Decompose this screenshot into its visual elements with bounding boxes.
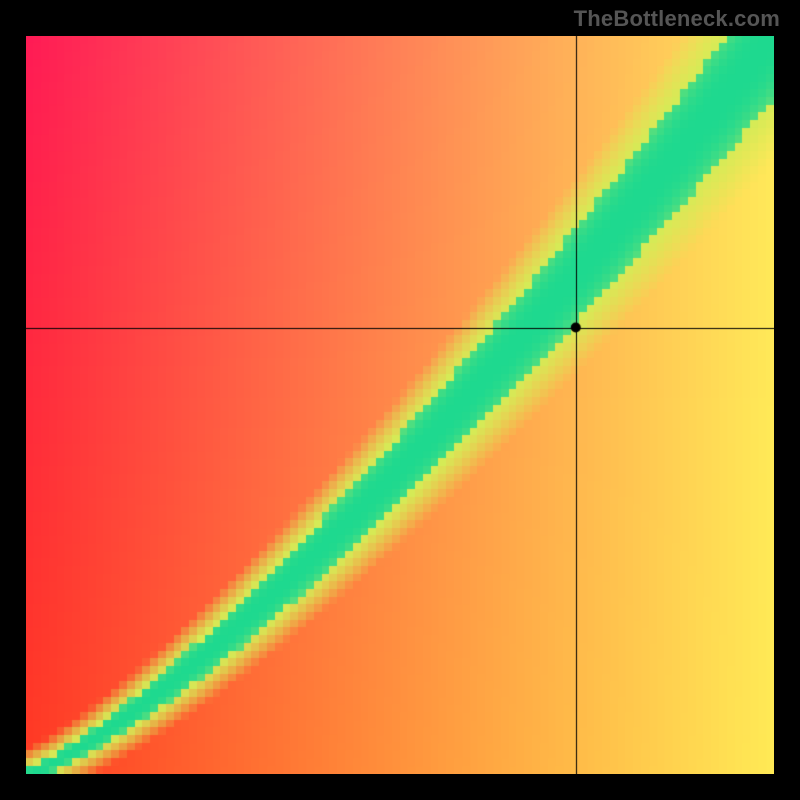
bottleneck-heatmap-canvas [26,36,774,774]
watermark-text: TheBottleneck.com [574,6,780,32]
chart-container: TheBottleneck.com [0,0,800,800]
